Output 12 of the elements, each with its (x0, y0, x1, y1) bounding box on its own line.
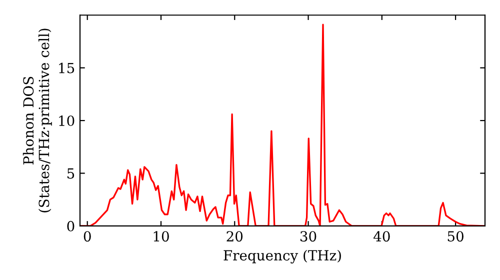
x-tick-label: 50 (448, 231, 464, 242)
y-tick-label: 10 (59, 116, 74, 126)
x-tick-label: 20 (226, 231, 243, 242)
x-tick-label: 0 (84, 231, 91, 242)
x-axis-title: Frequency (THz) (224, 250, 341, 264)
y-tick-label: 15 (59, 62, 74, 74)
y-axis-title: Phonon DOS (States/THz·primitive cell) (22, 28, 52, 212)
y-tick-label: 0 (67, 220, 74, 232)
x-tick-label: 10 (154, 231, 169, 242)
y-tick-label: 5 (67, 168, 74, 179)
x-tick-label: 40 (374, 231, 390, 242)
x-tick-label: 30 (300, 231, 316, 242)
